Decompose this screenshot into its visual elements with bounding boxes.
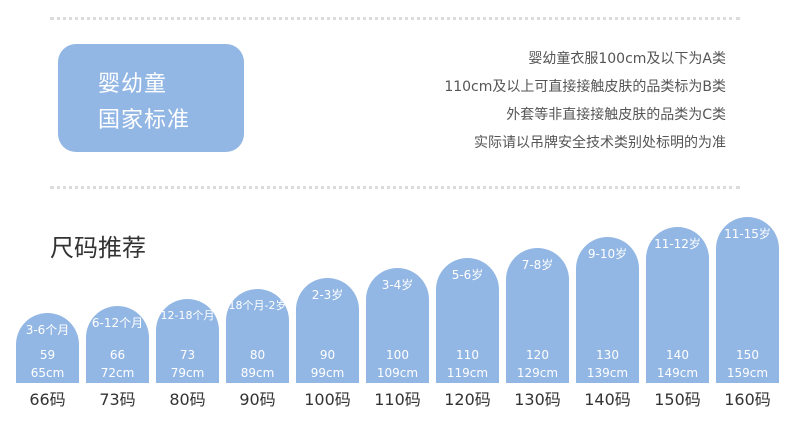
size-code-label: 130码: [514, 390, 561, 409]
height-label: 72cm: [100, 366, 135, 380]
height-label: 119cm: [446, 366, 489, 380]
note-line: 外套等非直接接触皮肤的品类为C类: [506, 107, 726, 123]
size-bar: 11-12岁 140 149cm: [646, 227, 709, 383]
size-bar: 2-3岁 90 99cm: [296, 278, 359, 383]
age-label: 11-12岁: [654, 237, 701, 252]
size-code-label: 66码: [29, 390, 66, 409]
height-label: 99cm: [310, 366, 345, 380]
height-label: 79cm: [170, 366, 205, 380]
divider-middle: [50, 186, 740, 189]
divider-top: [50, 17, 740, 20]
age-label: 7-8岁: [521, 257, 554, 272]
size-value-label: 110: [456, 348, 479, 362]
size-bar: 3-4岁 100 109cm: [366, 268, 429, 383]
standard-notes: 婴幼童衣服100cm及以下为A类 110cm及以上可直接接触皮肤的品类标为B类 …: [444, 49, 726, 161]
age-label: 11-15岁: [724, 227, 771, 241]
size-code-label: 80码: [169, 390, 206, 409]
height-label: 129cm: [516, 366, 559, 380]
size-value-label: 140: [666, 348, 689, 362]
height-label: 159cm: [726, 366, 769, 380]
age-label: 12-18个月: [160, 308, 215, 322]
size-bar: 18个月-2岁 80 89cm: [226, 288, 289, 383]
size-bar: 9-10岁 130 139cm: [576, 237, 639, 383]
size-bar: 7-8岁 120 129cm: [506, 247, 569, 383]
size-bar: 3-6个月 59 65cm: [16, 313, 79, 383]
badge-line-1: 婴幼童: [98, 72, 168, 97]
section-title: 尺码推荐: [50, 234, 146, 262]
size-code-label: 160码: [724, 390, 771, 409]
size-code-label: 73码: [99, 390, 136, 409]
size-bar: 6-12个月 66 72cm: [86, 305, 149, 383]
size-bar: 11-15岁 150 159cm: [716, 217, 779, 383]
size-value-label: 120: [526, 348, 549, 362]
size-code-label: 150码: [654, 390, 701, 409]
size-code-label: 100码: [304, 390, 351, 409]
size-code-label: 120码: [444, 390, 491, 409]
size-value-label: 73: [179, 348, 196, 362]
size-value-label: 80: [249, 348, 266, 362]
note-line: 婴幼童衣服100cm及以下为A类: [528, 51, 726, 67]
age-label: 3-6个月: [25, 323, 70, 337]
height-label: 149cm: [656, 366, 699, 380]
size-value-label: 90: [319, 348, 336, 362]
size-value-label: 130: [596, 348, 619, 362]
size-value-label: 100: [386, 348, 409, 362]
age-label: 2-3岁: [311, 288, 344, 303]
size-value-label: 59: [39, 348, 56, 362]
height-label: 139cm: [586, 366, 629, 380]
age-label: 6-12个月: [91, 315, 144, 330]
size-value-label: 66: [109, 348, 126, 362]
size-bar: 5-6岁 110 119cm: [436, 257, 499, 383]
age-label: 5-6岁: [451, 267, 484, 282]
size-value-label: 150: [736, 348, 759, 362]
age-label: 9-10岁: [587, 247, 628, 262]
size-code-label: 140码: [584, 390, 631, 409]
size-code-label: 90码: [239, 390, 276, 409]
age-label: 3-4岁: [381, 278, 414, 293]
height-label: 65cm: [30, 366, 65, 380]
size-bar: 12-18个月 73 79cm: [156, 298, 219, 383]
standard-badge: 婴幼童 国家标准: [58, 44, 244, 152]
size-code-label: 110码: [374, 390, 421, 409]
height-label: 89cm: [240, 366, 275, 380]
age-label: 18个月-2岁: [228, 298, 287, 312]
note-line: 110cm及以上可直接接触皮肤的品类标为B类: [444, 79, 726, 95]
height-label: 109cm: [376, 366, 419, 380]
badge-line-2: 国家标准: [98, 108, 191, 133]
note-line: 实际请以吊牌安全技术类别处标明的为准: [474, 135, 726, 151]
